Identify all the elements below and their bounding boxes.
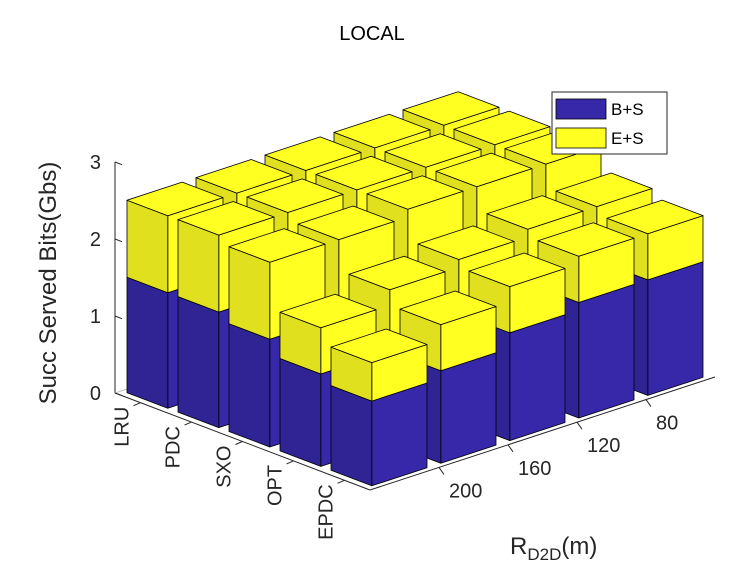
distance-axis-line — [369, 376, 716, 491]
strategy-tick-mark — [286, 460, 294, 465]
strategy-tick-label: PDC — [163, 426, 185, 468]
bar-segment-es-top — [330, 328, 428, 364]
z-tick-label: 1 — [90, 306, 101, 328]
bar-segment-bs-side — [330, 385, 373, 487]
bar-segment-es-top — [126, 181, 224, 217]
bar-segment-es-side — [228, 246, 271, 340]
chart-title: LOCAL — [339, 23, 405, 45]
bar-segment-es-top — [228, 228, 326, 263]
bar-segment-es-side — [126, 199, 169, 294]
legend-swatch-es — [555, 127, 607, 149]
bar-segment-bs-front — [509, 314, 566, 442]
bar-segment-es-top — [246, 178, 344, 213]
distance-axis-ticks: 200 160 120 80 — [438, 399, 678, 502]
bar-segment-es-top — [195, 159, 293, 194]
bar-segment-bs-front — [647, 261, 704, 396]
strategy-tick-label: OPT — [265, 465, 287, 506]
bar-segment-es-top — [297, 205, 395, 241]
y-axis-label: Succ Served Bits(Gbs) — [35, 162, 62, 405]
legend-label-bs: B+S — [611, 100, 644, 119]
bar-segment-es-top — [606, 199, 704, 235]
bar-segment-es-top — [555, 172, 653, 208]
bar-segment-es-top — [315, 155, 413, 191]
legend-swatch-bs — [555, 98, 607, 120]
legend-label-es: E+S — [611, 129, 644, 148]
z-tick-mark — [114, 315, 123, 320]
distance-tick-label: 80 — [656, 413, 678, 435]
bars-group — [126, 91, 704, 487]
z-tick-mark — [114, 238, 123, 243]
bar-segment-es-top — [486, 195, 584, 230]
z-axis-ticks: 0 1 2 3 — [90, 152, 123, 405]
bar-segment-bs-front — [578, 283, 635, 419]
bar-segment-es-top — [468, 252, 566, 288]
bar-segment-bs-side — [228, 323, 271, 448]
distance-tick-label: 120 — [587, 435, 620, 457]
strategy-tick-label: LRU — [112, 407, 134, 447]
bar-segment-bs-side — [126, 276, 169, 409]
x-axis-label-main: R — [510, 533, 527, 560]
z-tick-mark — [114, 392, 123, 397]
bar-segment-es-top — [384, 133, 482, 168]
strategy-tick-mark — [337, 479, 345, 484]
bar-stack — [330, 328, 428, 487]
strategy-tick-mark — [184, 421, 192, 426]
x-axis-label-sub: D2D — [527, 545, 561, 561]
bar-segment-es-top — [402, 91, 500, 126]
x-axis-label: RD2D(m) — [510, 533, 597, 561]
z-tick-mark — [114, 161, 123, 166]
bar-segment-es-top — [417, 225, 515, 260]
distance-tick-mark — [576, 421, 583, 430]
legend: B+S E+S — [551, 91, 668, 155]
x-axis-label-unit: (m) — [561, 533, 597, 560]
z-tick-label: 0 — [90, 383, 101, 405]
bar-segment-es-top — [399, 290, 497, 326]
strategy-tick-label: SXO — [214, 446, 236, 488]
bar-segment-bs-side — [279, 358, 322, 467]
bar-segment-es-top — [348, 255, 446, 291]
bar-segment-es-top — [435, 152, 533, 188]
bar-segment-es-top — [453, 110, 551, 146]
distance-tick-mark — [507, 444, 514, 453]
bar-segment-es-top — [177, 201, 275, 236]
bar-segment-es-top — [279, 293, 377, 329]
strategy-tick-mark — [133, 402, 141, 407]
z-tick-label: 3 — [90, 152, 101, 174]
distance-tick-label: 200 — [449, 480, 482, 502]
strategy-tick-mark — [235, 441, 243, 445]
bar-segment-es-top — [264, 136, 362, 171]
bar-segment-bs-side — [177, 296, 220, 429]
bar-segment-bs-front — [440, 352, 497, 464]
bar-segment-es-side — [177, 219, 220, 313]
bar-segment-es-top — [333, 113, 431, 149]
bar-segment-es-top — [537, 222, 635, 257]
distance-tick-label: 160 — [518, 458, 551, 480]
distance-tick-mark — [438, 467, 445, 475]
strategy-axis-ticks: LRU PDC SXO OPT EPDC — [112, 402, 345, 540]
strategy-tick-label: EPDC — [316, 484, 338, 540]
z-tick-label: 2 — [90, 229, 101, 251]
distance-tick-mark — [645, 399, 652, 407]
bar-segment-es-top — [366, 175, 464, 210]
